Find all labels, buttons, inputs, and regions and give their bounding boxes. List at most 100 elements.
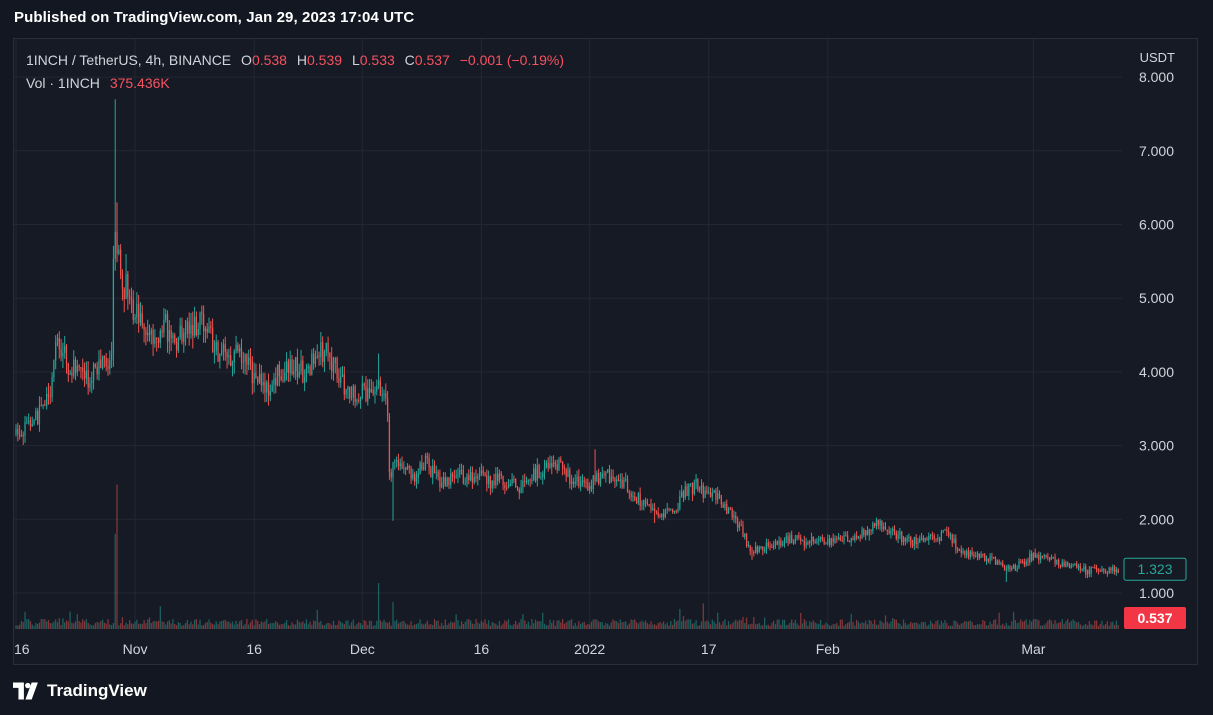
candle-body — [311, 353, 313, 375]
volume-bar — [439, 625, 441, 629]
price-chart[interactable]: 1.000 2.000 3.000 4.000 5.000 6.000 7.000 8.000… — [14, 39, 1199, 666]
volume-bar — [1052, 623, 1054, 629]
candle-body — [635, 500, 638, 503]
tradingview-logo[interactable]: TradingView — [13, 681, 147, 701]
volume-bar — [410, 621, 412, 629]
volume-bar — [426, 620, 428, 629]
volume-bar — [1058, 622, 1060, 629]
candle-body — [783, 539, 786, 544]
candle-body — [659, 515, 661, 517]
volume-bar — [516, 624, 519, 629]
candle-body — [931, 534, 934, 536]
candle-body — [628, 492, 630, 494]
symbol-label[interactable]: 1INCH / TetherUS, 4h, BINANCE — [26, 52, 232, 68]
volume-bar — [419, 619, 421, 629]
candle-body — [405, 467, 407, 470]
candle-body — [736, 518, 739, 528]
volume-bar — [583, 621, 585, 629]
volume-bar — [89, 624, 91, 629]
volume-bar — [161, 621, 163, 629]
volume-bar — [662, 621, 665, 629]
candle-body — [569, 469, 571, 484]
candle-body — [865, 530, 867, 536]
volume-bar — [699, 625, 701, 629]
volume-bar — [504, 620, 506, 629]
candle-body — [953, 538, 955, 544]
candle-body — [350, 396, 353, 399]
volume-bar — [610, 622, 612, 629]
candle-body — [1104, 570, 1107, 573]
volume-bar — [327, 622, 329, 629]
volume-bar — [174, 624, 176, 629]
volume-bar — [581, 622, 584, 629]
candle-body — [450, 473, 452, 485]
candle-body — [583, 480, 585, 483]
volume-bar — [1029, 619, 1031, 629]
candle-body — [179, 325, 181, 338]
currency-label[interactable]: USDT — [1139, 50, 1175, 65]
low-value: 0.533 — [359, 52, 395, 68]
y-tick-label: 7.000 — [1139, 143, 1174, 159]
volume-bar — [1079, 624, 1081, 629]
candle-body — [356, 400, 358, 402]
candle-body — [957, 549, 959, 551]
volume-bar — [145, 623, 147, 629]
candle-body — [421, 462, 423, 470]
candle-body — [439, 476, 441, 488]
volume-bar — [239, 621, 241, 629]
volume-bar — [690, 619, 692, 629]
volume-bar — [208, 619, 210, 629]
candle-body — [426, 455, 428, 458]
volume-bar — [448, 623, 450, 629]
candle-body — [579, 482, 582, 487]
candle-body — [442, 477, 445, 483]
chart-panel[interactable]: 1.000 2.000 3.000 4.000 5.000 6.000 7.000 8.000… — [13, 38, 1198, 665]
candle-body — [255, 372, 257, 379]
volume-bar — [911, 623, 914, 629]
volume-bar — [736, 621, 739, 629]
candle-body — [599, 478, 602, 484]
volume-bar — [26, 619, 28, 629]
candle-body — [188, 321, 190, 334]
volume-bar — [715, 623, 717, 629]
candle-body — [186, 321, 189, 334]
candle-body — [302, 360, 304, 383]
volume-bar — [637, 623, 639, 629]
candle-body — [886, 529, 888, 531]
candle-body — [80, 367, 82, 369]
candle-body — [417, 473, 419, 478]
candle-body — [163, 319, 165, 333]
candle-body — [506, 487, 508, 489]
volume-bar — [314, 621, 317, 629]
volume-bar — [839, 619, 842, 629]
candle-body — [556, 463, 558, 471]
volume-bar — [217, 624, 219, 629]
candle-body — [504, 484, 506, 488]
volume-bar — [202, 625, 205, 629]
candle-body — [423, 466, 425, 470]
candle-body — [1043, 555, 1045, 557]
candle-body — [85, 370, 87, 379]
volume-bar — [221, 621, 223, 629]
candle-body — [789, 535, 791, 543]
volume-bar — [159, 606, 161, 629]
volume-bar — [771, 622, 773, 629]
candle-body — [202, 313, 205, 332]
volume-bar — [139, 623, 142, 629]
volume-bar — [1041, 625, 1044, 629]
volume-bar — [437, 620, 439, 629]
volume-bar — [675, 621, 677, 629]
volume-bar — [976, 624, 979, 629]
volume-bar — [287, 625, 290, 629]
candle-body — [1077, 565, 1080, 568]
volume-label[interactable]: Vol · 1INCH — [26, 75, 100, 91]
candle-body — [872, 522, 874, 532]
volume-bar — [150, 622, 152, 629]
candle-body — [448, 477, 450, 485]
candle-body — [578, 476, 580, 487]
volume-bar — [666, 622, 668, 629]
candle-body — [114, 231, 116, 259]
volume-bar — [524, 620, 526, 629]
candle-body — [585, 482, 587, 484]
candle-body — [139, 313, 142, 323]
